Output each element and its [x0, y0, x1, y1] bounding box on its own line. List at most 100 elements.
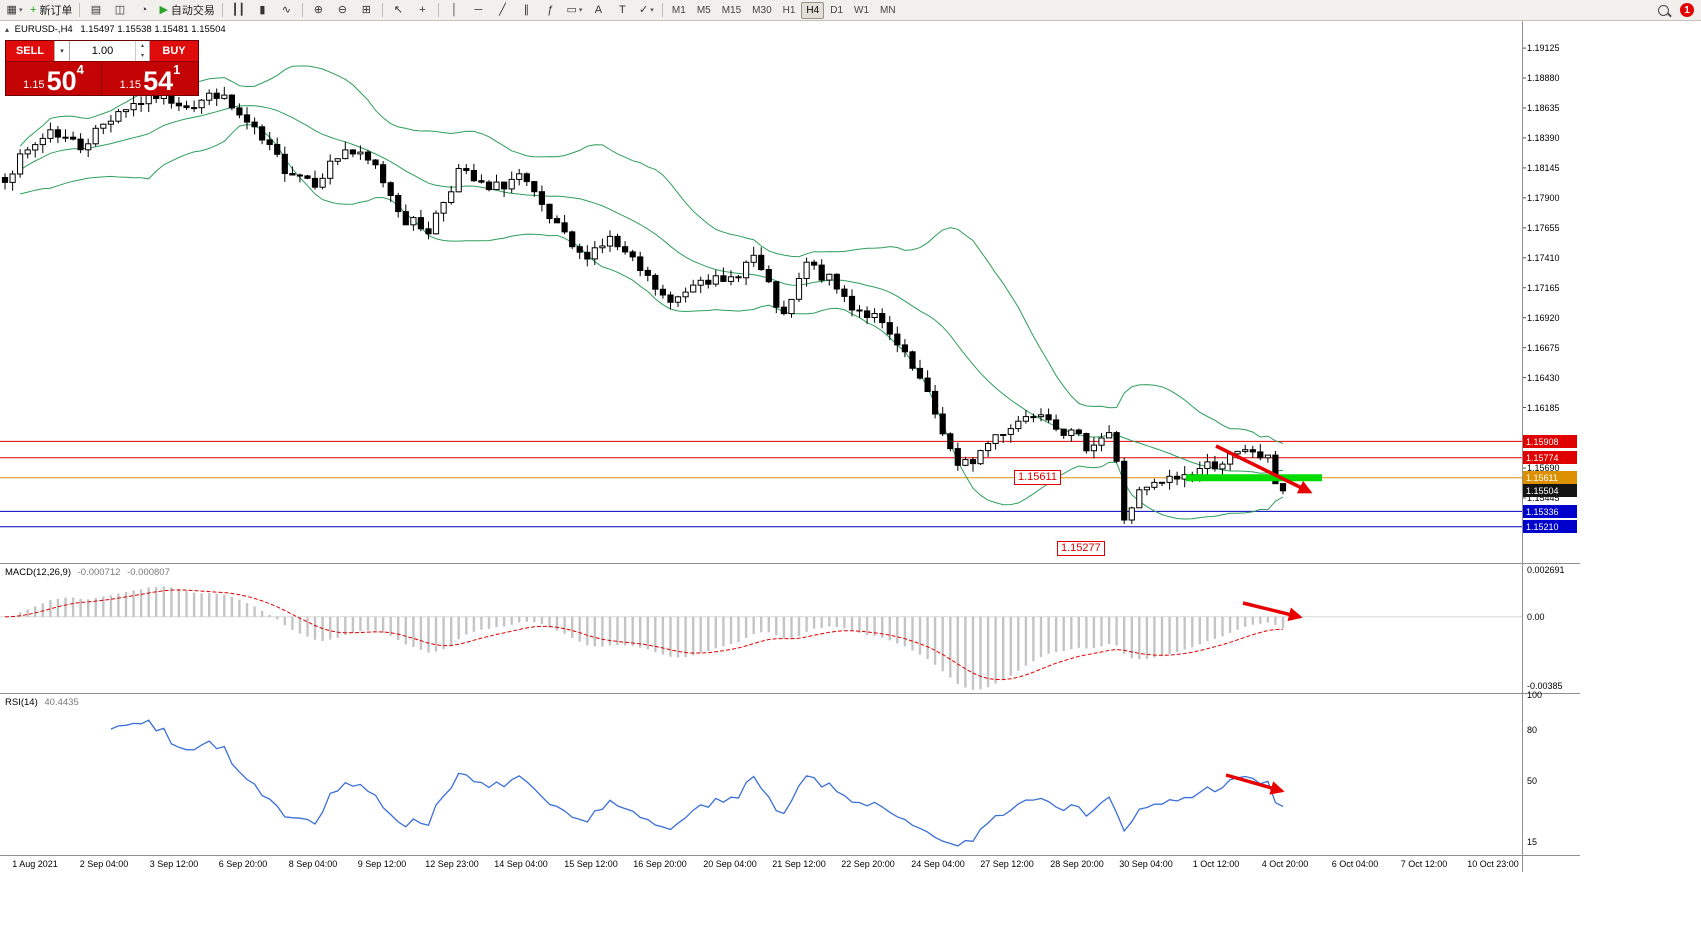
time-axis-label: 6 Oct 04:00	[1331, 859, 1379, 869]
sell-price-prefix: 1.15	[23, 79, 45, 91]
shapes-button[interactable]: ▭ ▾	[563, 1, 586, 20]
charts-button[interactable]: ◫	[108, 1, 131, 20]
terminal-button[interactable]: ◔	[132, 1, 155, 20]
zoom-out-icon: ⊖	[337, 3, 348, 16]
profiles-button[interactable]: ▤	[84, 1, 107, 20]
time-axis-label: 28 Sep 20:00	[1050, 859, 1104, 869]
terminal-icon: ◔	[140, 3, 148, 16]
cursor-icon: ↖	[393, 3, 404, 16]
timeframe-mn[interactable]: MN	[880, 4, 896, 16]
timeframe-h1[interactable]: H1	[782, 4, 796, 16]
notification-badge[interactable]: 1	[1680, 3, 1694, 17]
tile-windows-button[interactable]: ⊞	[355, 1, 378, 20]
y-axis-tick-label: 1.17655	[1527, 223, 1560, 233]
vertical-line-button[interactable]: │	[443, 1, 466, 20]
price-callout[interactable]: 1.15611	[1014, 470, 1061, 485]
line-chart-button[interactable]: ∿	[275, 1, 298, 20]
text-label-button[interactable]: T	[611, 1, 634, 20]
chart-canvas[interactable]	[0, 21, 1701, 943]
crosshair-button[interactable]: +	[411, 1, 434, 20]
time-axis-label: 3 Sep 12:00	[149, 859, 199, 869]
trendline-icon: ╱	[499, 3, 506, 16]
time-axis-label: 10 Oct 23:00	[1467, 859, 1519, 869]
volume-value[interactable]: 1.00	[91, 45, 114, 57]
y-axis-tick-label: 1.16920	[1527, 313, 1560, 323]
price-tag: 1.15908	[1523, 435, 1577, 448]
timeframe-m5[interactable]: M5	[696, 4, 711, 16]
timeframe-d1[interactable]: D1	[830, 4, 844, 16]
chart-area: ▴ EURUSD-,H4 1.15497 1.15538 1.15481 1.1…	[0, 21, 1701, 943]
rsi-axis-label: 50	[1527, 776, 1538, 786]
crosshair-icon: +	[419, 3, 426, 16]
price-axis-border	[1522, 21, 1523, 872]
y-axis-tick-label: 1.16185	[1527, 403, 1560, 413]
macd-axis-label: -0.00385	[1527, 681, 1563, 691]
y-axis-tick-label: 1.18880	[1527, 73, 1560, 83]
time-axis-label: 7 Oct 12:00	[1400, 859, 1448, 869]
zoom-out-button[interactable]: ⊖	[331, 1, 354, 20]
chevron-up-icon: ▴	[140, 43, 144, 49]
macd-rsi-separator[interactable]	[0, 693, 1580, 694]
zoom-in-button[interactable]: ⊕	[307, 1, 330, 20]
volume-spinner[interactable]: ▴ ▾	[135, 41, 149, 61]
rsi-value: 40.4435	[44, 697, 79, 708]
new-order-button[interactable]: + 新订单	[27, 1, 75, 20]
autotrade-button[interactable]: ▶ 自动交易	[156, 1, 217, 20]
buy-button[interactable]: BUY	[150, 41, 198, 61]
trendline-button[interactable]: ╱	[491, 1, 514, 20]
y-axis-tick-label: 1.19125	[1527, 43, 1560, 53]
channel-button[interactable]: ∥	[515, 1, 538, 20]
tile-windows-icon: ⊞	[361, 3, 372, 16]
time-axis-label: 1 Oct 12:00	[1192, 859, 1240, 869]
time-axis-label: 12 Sep 23:00	[425, 859, 479, 869]
cursor-button[interactable]: ↖	[387, 1, 410, 20]
order-type-dropdown[interactable]: ▾	[54, 41, 69, 61]
price-callout[interactable]: 1.15277	[1057, 541, 1105, 556]
buy-price-button[interactable]: 1.15 54 1	[102, 62, 198, 95]
timeframe-w1[interactable]: W1	[854, 4, 870, 16]
main-macd-separator[interactable]	[0, 563, 1580, 564]
timeframe-m30[interactable]: M30	[752, 4, 772, 16]
bar-chart-button[interactable]: ┃┃	[227, 1, 250, 20]
y-axis-tick-label: 1.15445	[1527, 493, 1560, 503]
price-tag: 1.15336	[1523, 505, 1577, 518]
rsi-time-separator	[0, 855, 1580, 856]
y-axis-tick-label: 1.16675	[1527, 343, 1560, 353]
toolbar-separator	[79, 3, 81, 17]
sell-price-sup: 4	[76, 62, 84, 77]
chevron-down-icon: ▾	[140, 53, 144, 59]
toolbar-separator	[301, 3, 303, 17]
text-label-icon: T	[619, 3, 626, 16]
new-chart-button[interactable]: ▦ ▾	[3, 1, 26, 20]
search-button[interactable]	[1652, 1, 1675, 20]
y-axis-tick-label: 1.18635	[1527, 103, 1560, 113]
charts-icon: ◫	[114, 3, 126, 16]
timeframe-group: M1 M5 M15 M30 H1 H4 D1 W1 MN	[667, 1, 901, 19]
profiles-icon: ▤	[90, 3, 102, 16]
time-axis-label: 30 Sep 04:00	[1119, 859, 1173, 869]
timeframe-m1[interactable]: M1	[671, 4, 686, 16]
candlestick-chart-button[interactable]: ▮	[251, 1, 274, 20]
toolbar-separator	[221, 3, 223, 17]
text-button[interactable]: A	[587, 1, 610, 20]
new-order-button-label: 新订单	[39, 5, 73, 17]
time-axis-label: 14 Sep 04:00	[494, 859, 548, 869]
buy-price-big: 54	[143, 66, 174, 96]
sell-price-button[interactable]: 1.15 50 4	[6, 62, 102, 95]
sell-button[interactable]: SELL	[6, 41, 54, 61]
chevron-down-icon: ▾	[650, 7, 654, 14]
timeframe-h4[interactable]: H4	[801, 1, 825, 19]
volume-input[interactable]: 1.00 ▴ ▾	[69, 41, 150, 61]
time-axis-label: 27 Sep 12:00	[980, 859, 1034, 869]
horizontal-line-button[interactable]: ─	[467, 1, 490, 20]
macd-name: MACD(12,26,9)	[5, 567, 71, 578]
fibonacci-button[interactable]: ƒ	[539, 1, 562, 20]
price-tag: 1.15774	[1523, 451, 1577, 464]
arrows-button[interactable]: ✓ ▾	[635, 1, 658, 20]
candlestick-chart-icon: ▮	[259, 3, 266, 16]
timeframe-m15[interactable]: M15	[721, 4, 742, 16]
symbol-timeframe: EURUSD-,H4	[14, 24, 73, 35]
rsi-name: RSI(14)	[5, 697, 38, 708]
toolbar-separator	[437, 3, 439, 17]
time-axis-label: 2 Sep 04:00	[79, 859, 129, 869]
